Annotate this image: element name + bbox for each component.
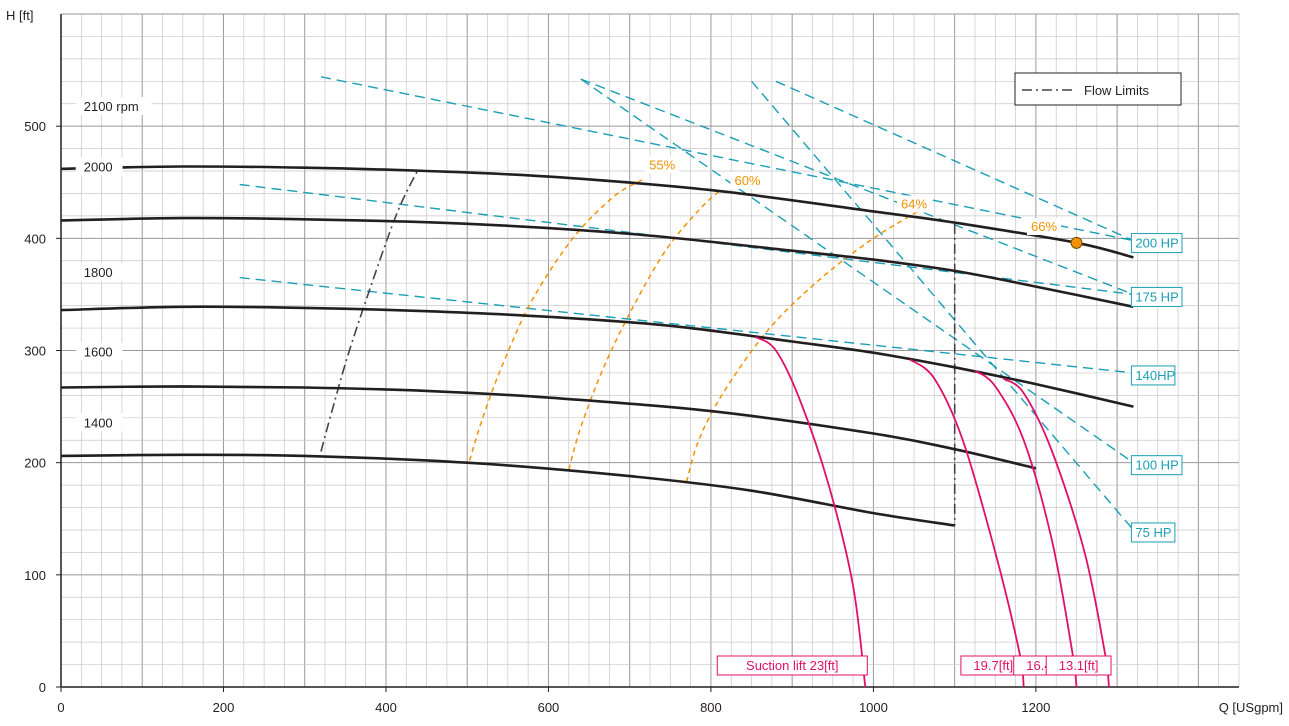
power-label: 75 HP [1130, 522, 1176, 543]
suction-lift-curve [974, 369, 1078, 688]
speed-curve [60, 305, 1134, 408]
power-label: 100 HP [1130, 455, 1183, 476]
legend-box [1014, 72, 1182, 106]
suction-lift-label: 13.1[ft] [1045, 655, 1112, 676]
curve-labels: 200 HP 175 HP 140HP 100 HP 75 HP 55% 60% 64% 66%… [75, 96, 1183, 676]
speed-label-text: 1600 [84, 345, 113, 360]
legend: Flow Limits [1014, 72, 1182, 106]
x-tick-label: 1200 [1021, 700, 1050, 715]
x-tick-label: 400 [375, 700, 397, 715]
power-label-text: 200 HP [1135, 236, 1178, 251]
flow-limit-line [320, 168, 420, 452]
speed-label-bg [75, 342, 123, 361]
efficiency-curve [468, 179, 643, 461]
power-label-text: 175 HP [1135, 289, 1178, 304]
speed-label: 1600 [75, 342, 123, 361]
suction-lift-label-text: Suction lift 23[ft] [746, 658, 839, 673]
suction-lift-label: Suction lift 23[ft] [716, 655, 868, 676]
suction-lift-label: 19.7[ft] [960, 655, 1027, 676]
flow-limit-lines [320, 168, 956, 526]
power-label-text: 75 HP [1135, 525, 1171, 540]
speed-label-bg [75, 262, 123, 281]
power-label-box [1130, 522, 1176, 543]
efficiency-label-text: 66% [1031, 219, 1057, 234]
speed-label: 2000 [75, 157, 123, 176]
speed-curves [60, 165, 1134, 527]
speed-curve [60, 216, 1134, 309]
efficiency-label-bg [730, 172, 765, 190]
suction-lift-curve [755, 336, 867, 688]
legend-label: Flow Limits [1084, 83, 1150, 98]
speed-label-bg [75, 413, 123, 432]
speed-label-text: 2000 [84, 160, 113, 175]
x-tick-label: 1000 [859, 700, 888, 715]
x-tick-label: 200 [213, 700, 235, 715]
power-label-box [1130, 365, 1176, 386]
grid [60, 13, 1240, 688]
speed-label-text: 1400 [84, 415, 113, 430]
power-label-box [1130, 233, 1183, 254]
suction-lift-label-box [1045, 655, 1112, 676]
speed-label-text: 2100 rpm [84, 99, 139, 114]
power-line [580, 78, 1134, 464]
efficiency-label: 60% [730, 172, 765, 190]
y-tick-label: 300 [24, 344, 46, 359]
y-axis-title: H [ft] [6, 8, 33, 23]
speed-label-text: 1800 [84, 265, 113, 280]
efficiency-label-text: 55% [649, 157, 675, 172]
power-lines [239, 76, 1134, 531]
power-label: 175 HP [1130, 286, 1183, 307]
axes: 0 200 400 600 800 1000 1200 0 100 200 300 400 500 H [… [6, 8, 1283, 715]
y-tick-label: 200 [24, 456, 46, 471]
y-tick-label: 400 [24, 231, 46, 246]
power-label-text: 140HP [1135, 368, 1175, 383]
power-label-box [1130, 286, 1183, 307]
efficiency-label-bg [897, 195, 932, 213]
power-line [239, 276, 1134, 374]
efficiency-label: 64% [897, 195, 932, 213]
power-line [751, 80, 1134, 531]
power-line [580, 78, 1134, 296]
speed-label-bg [75, 96, 152, 115]
x-tick-label: 0 [57, 700, 64, 715]
power-label-box [1130, 455, 1183, 476]
efficiency-curve [685, 210, 919, 482]
x-tick-label: 800 [700, 700, 722, 715]
power-line [775, 80, 1134, 242]
power-label: 140HP [1130, 365, 1176, 386]
speed-label: 1800 [75, 262, 123, 281]
speed-curve [60, 453, 955, 527]
efficiency-label: 66% [1027, 217, 1062, 235]
y-tick-label: 100 [24, 568, 46, 583]
efficiency-curve [568, 190, 720, 470]
efficiency-label-bg [645, 156, 680, 174]
efficiency-curves [468, 179, 919, 482]
suction-lift-curve [1002, 377, 1110, 688]
suction-lift-curve [909, 358, 1025, 688]
speed-label: 1400 [75, 413, 123, 432]
speed-curve [60, 385, 1037, 470]
efficiency-label: 55% [645, 156, 680, 174]
speed-curve [60, 165, 1134, 259]
power-label-text: 100 HP [1135, 458, 1178, 473]
x-tick-label: 600 [538, 700, 560, 715]
efficiency-label-text: 60% [734, 173, 760, 188]
speed-label: 2100 rpm [75, 96, 152, 115]
x-axis-title: Q [USgpm] [1219, 700, 1283, 715]
y-tick-label: 500 [24, 119, 46, 134]
suction-lift-label-text: 19.7[ft] [973, 658, 1013, 673]
power-label: 200 HP [1130, 233, 1183, 254]
efficiency-label-bg [1027, 217, 1062, 235]
efficiency-label-text: 64% [901, 197, 927, 212]
y-tick-label: 0 [39, 680, 46, 695]
suction-lift-label-box [716, 655, 868, 676]
suction-lift-curves [755, 336, 1110, 688]
speed-label-bg [75, 157, 123, 176]
operating-point [1070, 236, 1083, 249]
suction-lift-label-text: 13.1[ft] [1059, 658, 1099, 673]
